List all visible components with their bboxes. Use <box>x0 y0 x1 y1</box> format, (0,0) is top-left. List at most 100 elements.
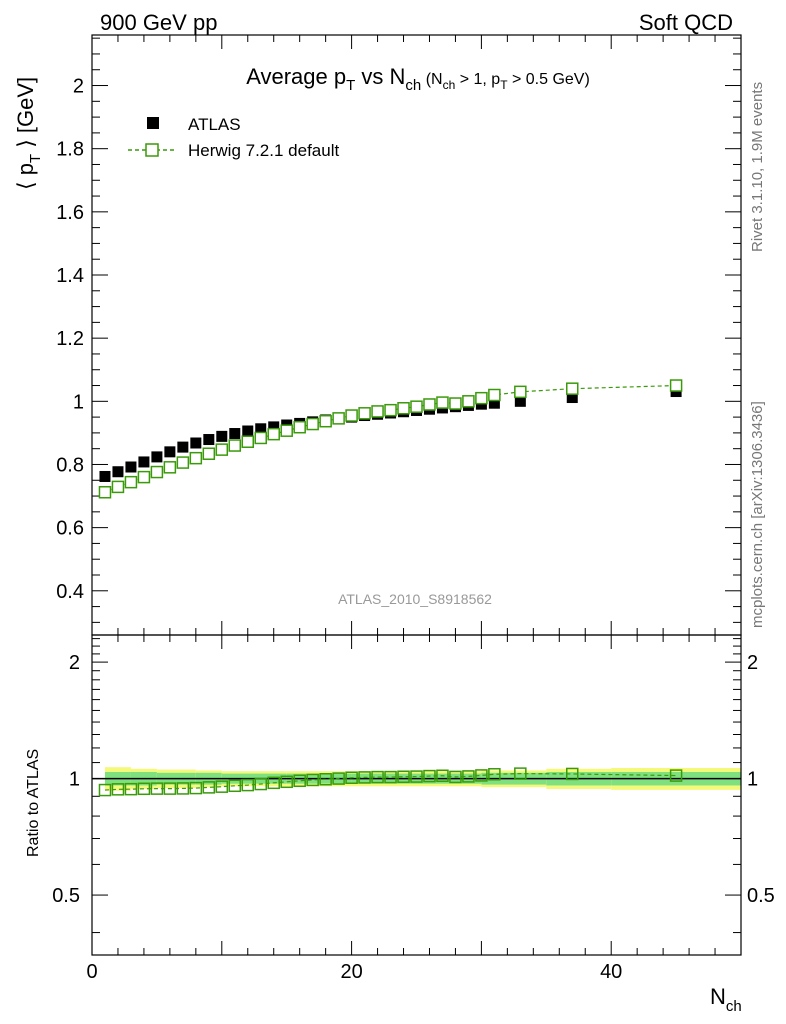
herwig-point <box>514 385 527 399</box>
atlas-data-point <box>216 430 228 442</box>
herwig-point <box>254 431 267 445</box>
herwig-point <box>475 391 488 405</box>
herwig-point <box>176 456 190 469</box>
herwig-point <box>241 435 255 448</box>
herwig-point <box>488 388 501 402</box>
herwig-ratio-point <box>280 775 293 789</box>
y-tick-label: 1.8 <box>56 139 84 161</box>
ratio-y-tick-label-right: 0.5 <box>747 885 775 907</box>
data-series <box>98 379 683 797</box>
y-tick-label: 0.8 <box>56 454 84 476</box>
ratio-y-tick-label: 1 <box>69 769 80 791</box>
header-right-label: Soft QCD <box>639 10 733 35</box>
herwig-point <box>202 447 216 460</box>
herwig-ratio-point <box>189 781 203 795</box>
legend-herwig-label: Herwig 7.2.1 default <box>188 141 339 160</box>
herwig-point <box>280 424 293 437</box>
ratio-y-tick-label: 2 <box>69 652 80 674</box>
herwig-point <box>384 403 397 417</box>
legend-herwig-marker <box>145 143 159 157</box>
y-tick-label: 2 <box>73 76 84 98</box>
herwig-ratio-point <box>319 773 332 786</box>
herwig-ratio-point <box>267 776 280 790</box>
ratio-y-tick-label-right: 2 <box>747 652 758 674</box>
y-tick-label: 0.6 <box>56 518 84 540</box>
y-tick-label: 0.4 <box>56 581 84 603</box>
atlas-data-point <box>177 441 189 453</box>
herwig-ratio-point <box>462 770 475 783</box>
herwig-point <box>449 397 462 410</box>
herwig-ratio-point <box>410 770 423 783</box>
herwig-ratio-point <box>332 772 345 785</box>
mcplots-reference-label: mcplots.cern.ch [arXiv:1306.3436] <box>749 401 766 628</box>
herwig-ratio-point <box>475 769 488 782</box>
x-tick-label: 0 <box>86 961 97 983</box>
herwig-point <box>345 409 358 422</box>
herwig-ratio-point <box>397 770 410 783</box>
atlas-data-point <box>566 392 578 404</box>
herwig-ratio-point <box>228 779 242 793</box>
herwig-ratio-point <box>488 768 501 781</box>
analysis-watermark: ATLAS_2010_S8918562 <box>338 591 492 607</box>
ratio-y-tick-label-right: 1 <box>747 769 758 791</box>
x-tick-label: 20 <box>340 961 362 983</box>
herwig-ratio-point <box>384 770 397 784</box>
atlas-data-point <box>255 423 267 435</box>
herwig-ratio-point <box>423 769 436 783</box>
herwig-point <box>215 443 229 456</box>
herwig-point <box>98 486 112 499</box>
herwig-ratio-point <box>371 770 384 784</box>
atlas-data-point <box>488 397 500 409</box>
herwig-ratio-point <box>436 769 449 782</box>
atlas-data-point <box>164 446 176 458</box>
herwig-point <box>137 470 151 484</box>
herwig-ratio-point <box>514 767 527 780</box>
herwig-point <box>332 412 345 425</box>
y-tick-label: 1.4 <box>56 265 84 287</box>
herwig-point <box>267 427 280 441</box>
ratio-y-tick-label: 0.5 <box>52 885 80 907</box>
herwig-point <box>306 417 319 431</box>
y-axis-label: ⟨ pT ⟩ [GeV] <box>13 77 44 190</box>
herwig-ratio-point <box>137 782 151 796</box>
herwig-ratio-point <box>111 783 125 796</box>
atlas-data-point <box>138 456 150 468</box>
herwig-ratio-point <box>358 771 371 784</box>
herwig-ratio-point <box>669 769 683 782</box>
header-left-label: 900 GeV pp <box>100 10 217 35</box>
herwig-ratio-point <box>566 767 579 781</box>
legend-atlas-marker <box>147 117 159 129</box>
atlas-data-point <box>151 451 163 463</box>
herwig-ratio-point <box>98 783 112 797</box>
ratio-uncertainty-band <box>92 767 741 791</box>
herwig-ratio-point <box>449 770 462 784</box>
rivet-version-label: Rivet 3.1.10, 1.9M events <box>749 82 766 252</box>
herwig-ratio-point <box>345 771 358 784</box>
atlas-data-point <box>242 425 254 437</box>
x-tick-label: 40 <box>600 961 622 983</box>
herwig-point <box>150 465 164 479</box>
herwig-point <box>462 395 475 408</box>
herwig-point <box>163 461 177 474</box>
herwig-point <box>293 420 306 434</box>
ratio-plot-frame <box>91 634 742 956</box>
atlas-data-point <box>125 461 137 473</box>
herwig-point <box>124 475 138 489</box>
herwig-ratio-point <box>306 773 319 787</box>
herwig-ratio-point <box>293 774 306 788</box>
herwig-point <box>371 405 384 418</box>
axes-frame: 0 20 40 0.4 0.6 0.8 1 1.2 1.4 1.6 1.8 2 0.5 0.5 1 1 2 2 <box>52 34 775 983</box>
atlas-data-point <box>112 466 124 478</box>
legend: ATLAS Herwig 7.2.1 default <box>128 115 339 160</box>
herwig-ratio-point <box>202 781 216 794</box>
herwig-ratio-point <box>150 782 164 795</box>
herwig-point <box>228 439 242 452</box>
herwig-ratio-line <box>104 773 677 791</box>
plot-title: Average pT vs Nch (Nch > 1, pT > 0.5 GeV… <box>246 64 590 94</box>
y-tick-label: 1 <box>73 391 84 413</box>
atlas-data-point <box>514 395 526 407</box>
herwig-ratio-point <box>176 782 190 795</box>
herwig-point <box>397 402 410 415</box>
herwig-point <box>423 398 436 411</box>
